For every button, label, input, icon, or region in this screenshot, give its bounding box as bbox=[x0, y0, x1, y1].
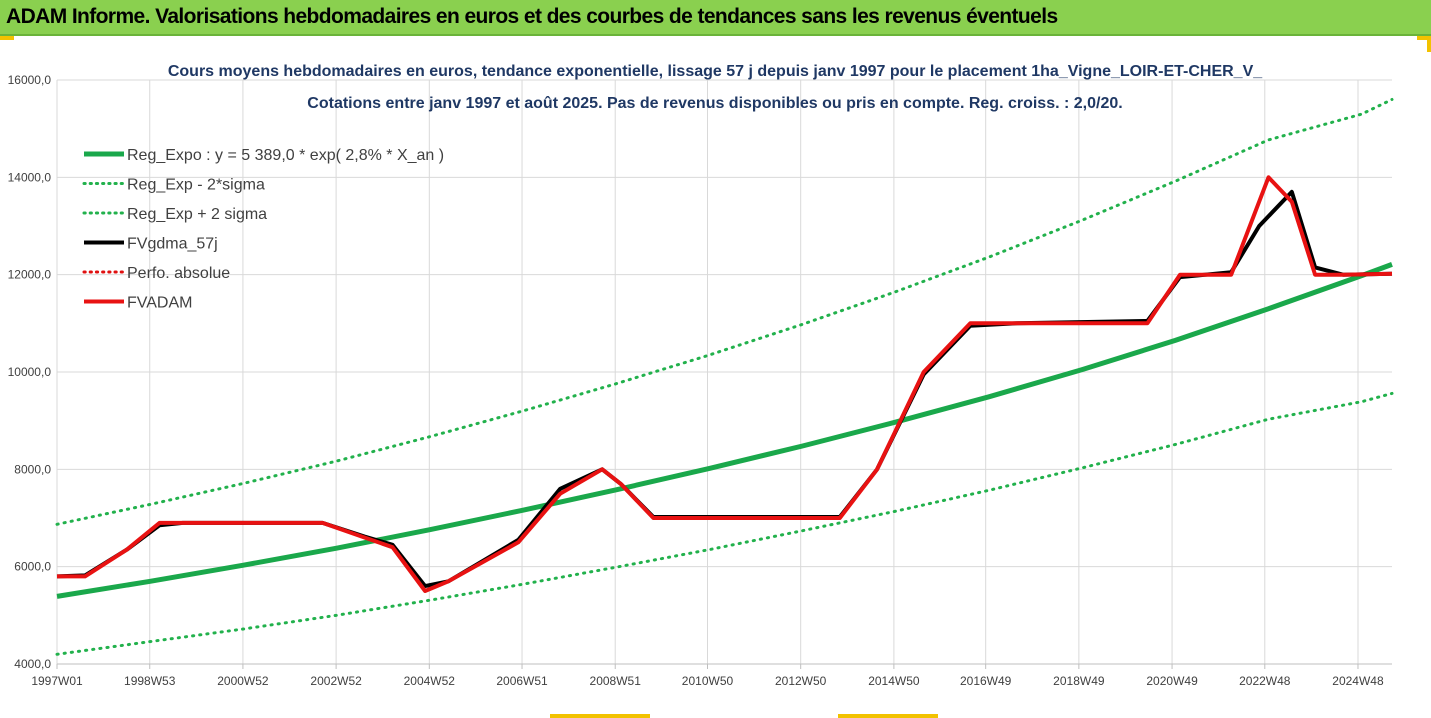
x-tick-label: 2014W50 bbox=[868, 674, 920, 688]
corner-marker-bottom-left bbox=[550, 714, 650, 718]
x-tick-label: 2008W51 bbox=[590, 674, 642, 688]
x-tick-label: 1997W01 bbox=[31, 674, 83, 688]
x-tick-label: 2024W48 bbox=[1332, 674, 1384, 688]
x-tick-label: 2012W50 bbox=[775, 674, 827, 688]
x-tick-label: 2020W49 bbox=[1146, 674, 1198, 688]
series-line-1 bbox=[55, 391, 1394, 656]
legend-label: Reg_Expo : y = 5 389,0 * exp( 2,8% * X_a… bbox=[127, 147, 444, 164]
legend-label: FVADAM bbox=[127, 295, 192, 312]
legend-label: Reg_Exp + 2 sigma bbox=[127, 206, 267, 223]
legend-label: Reg_Exp - 2*sigma bbox=[127, 177, 265, 194]
legend-label: Perfo. absolue bbox=[127, 265, 230, 282]
y-tick-label: 4000,0 bbox=[14, 657, 51, 671]
x-tick-label: 2016W49 bbox=[960, 674, 1012, 688]
legend-label: FVgdma_57j bbox=[127, 236, 218, 253]
y-tick-label: 6000,0 bbox=[14, 560, 51, 574]
x-tick-label: 2022W48 bbox=[1239, 674, 1291, 688]
gridlines bbox=[56, 79, 1392, 665]
legend: Reg_Expo : y = 5 389,0 * exp( 2,8% * X_a… bbox=[82, 147, 444, 312]
chart-subtitle: Cotations entre janv 1997 et août 2025. … bbox=[307, 95, 1122, 112]
header-banner: ADAM Informe. Valorisations hebdomadaire… bbox=[0, 0, 1431, 36]
corner-marker-bottom-right bbox=[838, 714, 938, 718]
series-line-3 bbox=[56, 189, 1393, 589]
x-tick-label: 2018W49 bbox=[1053, 674, 1105, 688]
series-line-5 bbox=[57, 175, 1393, 593]
y-tick-label: 12000,0 bbox=[8, 268, 52, 282]
y-tick-label: 8000,0 bbox=[14, 462, 51, 476]
corner-marker-top-right bbox=[1417, 36, 1431, 40]
x-tick-label: 2000W52 bbox=[217, 674, 269, 688]
series-line-0 bbox=[56, 262, 1393, 599]
page-title: ADAM Informe. Valorisations hebdomadaire… bbox=[6, 5, 1058, 28]
x-tick-label: 2006W51 bbox=[496, 674, 548, 688]
chart-title: Cours moyens hebdomadaires en euros, ten… bbox=[168, 63, 1263, 80]
series-line-2 bbox=[55, 98, 1394, 526]
corner-marker-right-side bbox=[1427, 36, 1431, 52]
y-tick-label: 16000,0 bbox=[8, 73, 52, 87]
y-tick-label: 10000,0 bbox=[8, 365, 52, 379]
axes: 4000,0 6000,0 8000,0 10000,0 12000,0 14000,0 1… bbox=[8, 73, 1392, 688]
series-lines bbox=[55, 98, 1394, 656]
line-chart: 4000,0 6000,0 8000,0 10000,0 12000,0 14000,0 1… bbox=[8, 63, 1394, 688]
x-tick-label: 2002W52 bbox=[310, 674, 362, 688]
x-tick-label: 1998W53 bbox=[124, 674, 176, 688]
y-tick-label: 14000,0 bbox=[8, 170, 52, 184]
x-tick-label: 2004W52 bbox=[404, 674, 456, 688]
corner-marker-top-left bbox=[0, 36, 14, 40]
x-tick-label: 2010W50 bbox=[682, 674, 734, 688]
